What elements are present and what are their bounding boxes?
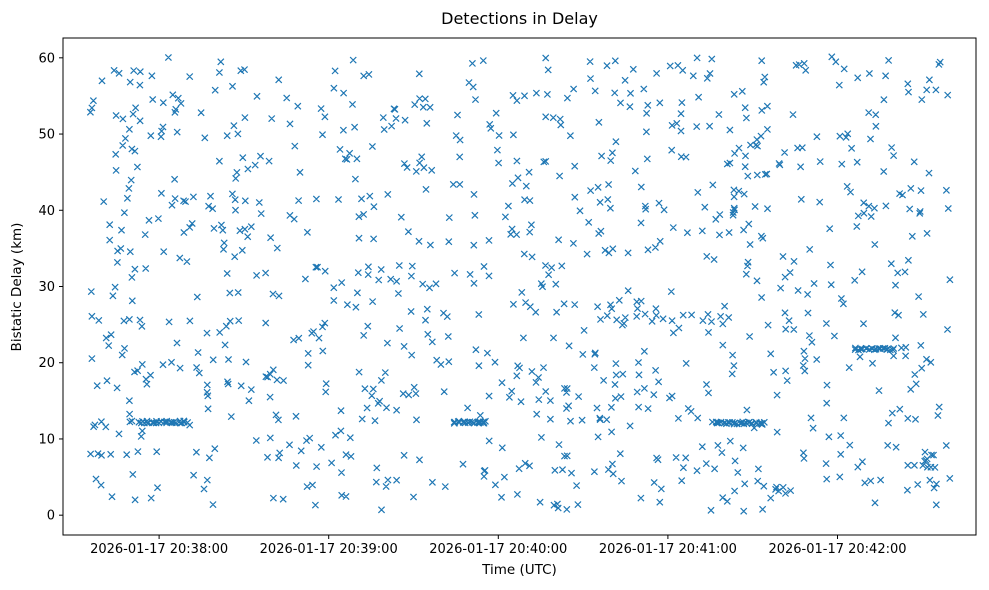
y-tick-label: 60 [38,51,55,66]
y-tick-label: 20 [38,356,55,371]
y-tick-label: 50 [38,128,55,143]
chart-title: Detections in Delay [441,9,598,28]
x-tick-label: 2026-01-17 20:42:00 [768,542,906,557]
y-tick-label: 10 [38,432,55,447]
x-tick-label: 2026-01-17 20:40:00 [429,542,567,557]
axes-spines [62,37,977,536]
y-tick-label: 30 [38,280,55,295]
x-axis-label: Time (UTC) [482,562,557,578]
x-tick-label: 2026-01-17 20:39:00 [260,542,398,557]
scatter-points [86,53,954,515]
y-axis-label: Bistatic Delay (km) [9,222,25,352]
y-tick-label: 40 [38,204,55,219]
y-tick-label: 0 [47,509,55,524]
x-tick-label: 2026-01-17 20:41:00 [599,542,737,557]
x-tick-label: 2026-01-17 20:38:00 [90,542,228,557]
